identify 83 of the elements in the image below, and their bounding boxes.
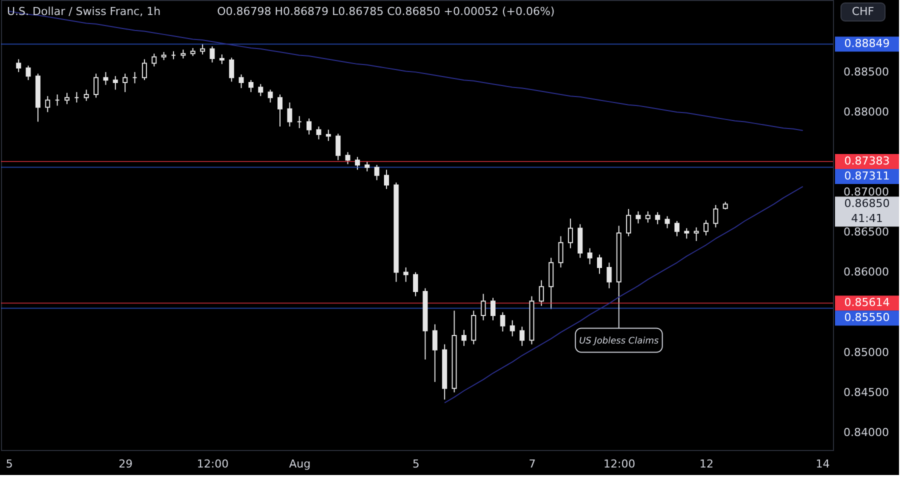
candlestick: [287, 102, 292, 128]
candlestick: [558, 236, 564, 268]
candlestick: [510, 320, 515, 337]
annotation: US Jobless Claims: [579, 336, 659, 346]
candlestick: [152, 53, 157, 67]
candlestick: [345, 152, 350, 165]
x-tick-label: 29: [118, 458, 133, 470]
candlestick: [490, 297, 496, 321]
candlestick: [606, 262, 612, 289]
candlestick: [684, 228, 690, 240]
x-tick-label: 7: [528, 458, 536, 470]
candlestick: [374, 164, 380, 181]
x-tick-label: 5: [6, 458, 13, 470]
x-tick-label: 12:00: [196, 458, 229, 470]
y-tick-label: 0.84000: [844, 426, 889, 439]
y-tick-label: 0.86000: [844, 266, 889, 279]
candlestick: [210, 46, 215, 63]
x-tick-label: 14: [816, 458, 830, 470]
ref-line-label: 0.87383: [844, 154, 890, 168]
candlestick: [112, 76, 118, 90]
candlestick: [268, 89, 273, 103]
candlestick: [326, 129, 331, 142]
candlestick: [520, 326, 525, 346]
candlestick: [316, 126, 322, 140]
y-tick-label: 0.87000: [844, 186, 889, 199]
candlestick: [587, 248, 592, 265]
candlestick: [238, 74, 244, 89]
candlestick: [64, 92, 70, 105]
candlestick: [364, 161, 370, 172]
candlestick: [384, 169, 389, 190]
candlestick: [597, 254, 602, 274]
candlestick: [229, 57, 234, 82]
candlestick: [704, 220, 709, 236]
candlestick: [16, 58, 22, 73]
candlestick: [258, 84, 264, 97]
candlestick: [219, 54, 224, 65]
candlestick: [500, 312, 506, 332]
candlestick: [306, 118, 312, 136]
candlestick: [432, 324, 438, 382]
candlestick: [568, 218, 573, 249]
candlestick: [103, 72, 108, 86]
x-tick-label: 12:00: [604, 458, 636, 470]
candlestick: [655, 212, 660, 225]
y-tick-label: 0.84500: [844, 386, 889, 399]
text: CHF: [852, 5, 874, 18]
candlestick: [645, 210, 650, 224]
ref-line-label: 0.85614: [844, 296, 890, 310]
candlestick: [413, 272, 418, 297]
candlestick: [636, 210, 641, 224]
candlestick: [674, 220, 680, 237]
candlestick: [461, 329, 466, 346]
candlestick: [354, 156, 360, 170]
chart-subtitle: O0.86798 H0.86879 L0.86785 C0.86850 +0.00052 (+0.06%): [217, 5, 555, 18]
candlestick: [200, 44, 206, 55]
ref-line-label: 0.85550: [844, 311, 890, 324]
y-tick-label: 0.88500: [844, 66, 889, 79]
candlestick: [664, 216, 670, 229]
candlestick: [45, 96, 50, 113]
text: 41:41: [851, 212, 883, 226]
candlestick: [626, 208, 632, 237]
x-tick-label: 12: [700, 458, 714, 470]
y-tick-label: 0.85000: [844, 346, 889, 359]
candlestick: [480, 293, 486, 321]
text: 0.86850: [844, 197, 890, 210]
ref-line-label: 0.88849: [844, 37, 890, 50]
candlestick: [538, 280, 544, 306]
y-tick-label: 0.86500: [844, 226, 889, 239]
x-tick-label: Aug: [289, 458, 311, 470]
candlestick: [142, 58, 147, 81]
candlestick: [403, 266, 408, 282]
candlestick: [84, 89, 89, 102]
candlestick: [94, 73, 99, 98]
candlestick: [26, 65, 31, 81]
candlestick: [278, 94, 282, 128]
ref-line-label: 0.87311: [844, 170, 890, 183]
candlestick: [248, 80, 254, 93]
candlestick: [336, 133, 341, 161]
x-tick-label: 5: [412, 458, 420, 470]
candlestick: [694, 226, 699, 242]
y-tick-label: 0.88000: [844, 106, 889, 119]
candlestick: [713, 204, 718, 228]
line-series: [444, 186, 804, 404]
candlestick: [122, 73, 128, 93]
